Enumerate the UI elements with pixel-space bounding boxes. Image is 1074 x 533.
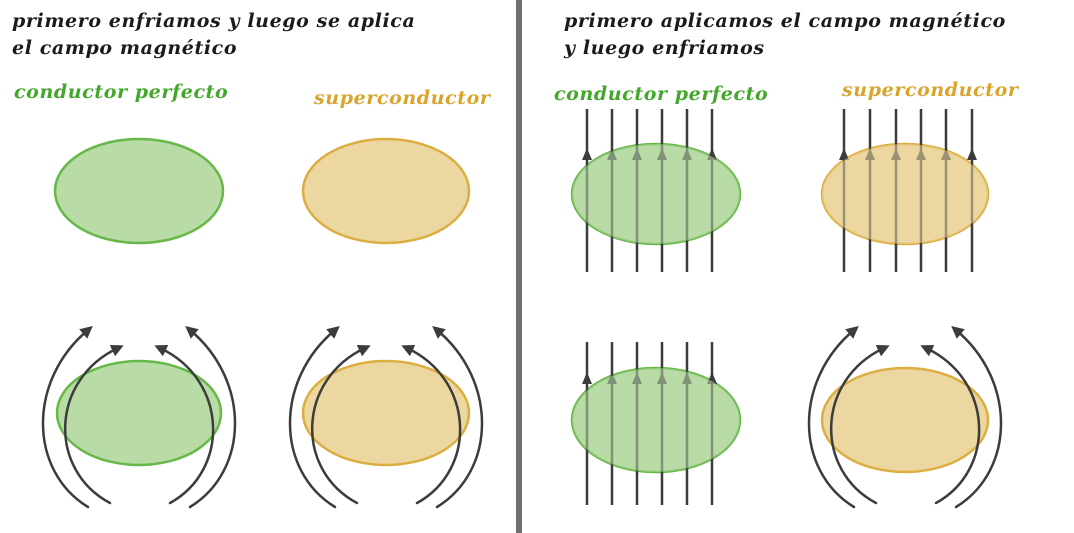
label-superconductor: superconductor — [842, 79, 1019, 101]
superconductor-ellipse-field-expelled — [820, 366, 990, 474]
conductor-field-lines-around — [41, 325, 237, 509]
field-line-curved — [288, 325, 340, 509]
ellipse-overlay — [822, 144, 988, 244]
ellipse-overlay — [572, 368, 740, 472]
field-line-curved — [830, 345, 890, 505]
left-diagram-canvas — [41, 137, 484, 509]
field-line-curved — [41, 325, 93, 509]
conductor-ellipse-field-expelled — [55, 359, 223, 467]
label-conductor-perfecto: conductor perfecto — [14, 81, 229, 103]
panel-title-line-1: primero aplicamos el campo magnético — [564, 10, 1006, 32]
field-line-curved — [951, 325, 1003, 509]
superconductor-ellipse-no-field — [301, 137, 471, 245]
label-superconductor: superconductor — [314, 87, 491, 109]
panel-title-line-2: y luego enfriamos — [564, 37, 765, 59]
ellipse-overlay — [572, 144, 740, 244]
panel-cool-then-field: primero enfriamos y luego se aplica el c… — [0, 0, 516, 533]
panel-title-line-1: primero enfriamos y luego se aplica — [12, 10, 416, 32]
conductor-ellipse-no-field — [53, 137, 225, 245]
panel-field-then-cool: primero aplicamos el campo magnético y l… — [524, 0, 1074, 533]
field-line-curved — [920, 345, 981, 505]
field-line-curved — [807, 325, 859, 509]
label-conductor-perfecto: conductor perfecto — [554, 83, 769, 105]
field-line-curved — [311, 345, 371, 505]
field-arrowhead — [582, 148, 592, 160]
field-arrowhead — [839, 148, 849, 160]
field-line-curved — [64, 345, 124, 505]
panel-title-line-2: el campo magnético — [12, 37, 238, 59]
field-arrowhead — [582, 372, 592, 384]
field-line-curved — [401, 345, 462, 505]
field-line-curved — [432, 325, 484, 509]
field-arrowhead — [967, 148, 977, 160]
field-line-curved — [185, 325, 237, 509]
right-diagram-canvas — [570, 109, 1003, 509]
panel-divider — [516, 0, 522, 533]
superconductor-field-lines-around — [288, 325, 484, 509]
superconductor-field-lines-around — [807, 325, 1003, 509]
field-line-curved — [154, 345, 215, 505]
superconductor-ellipse-field-expelled — [301, 359, 471, 467]
